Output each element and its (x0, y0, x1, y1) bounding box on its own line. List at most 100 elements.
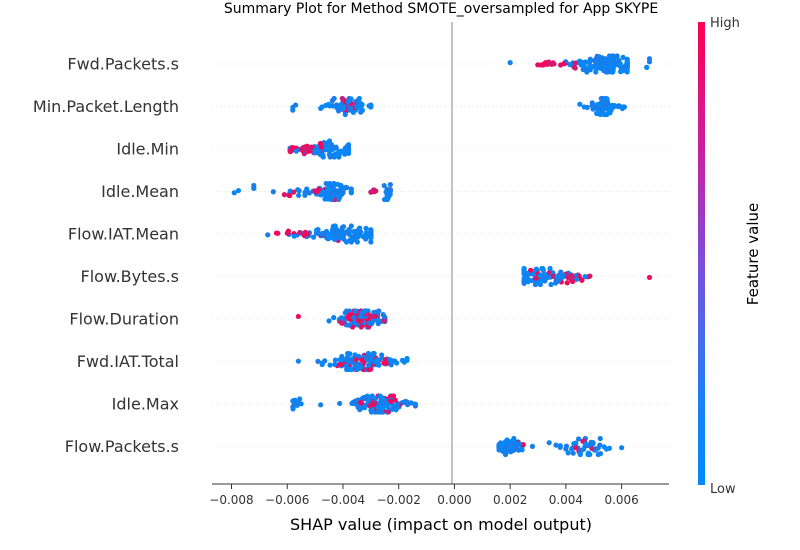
shap-point (604, 69, 611, 75)
shap-point (270, 189, 276, 195)
feature-label-min-packet-length: Min.Packet.Length (33, 97, 179, 116)
shap-point (313, 227, 320, 233)
shap-point (320, 154, 326, 160)
shap-point (363, 225, 369, 232)
shap-point (571, 64, 577, 70)
shap-point (381, 182, 387, 189)
shap-point (350, 109, 356, 115)
shap-point (327, 362, 333, 368)
shap-point (329, 182, 335, 188)
points-flow-packets-s (496, 435, 625, 458)
points-flow-bytes-s (521, 265, 653, 288)
shap-point (381, 360, 387, 366)
shap-point (388, 358, 394, 364)
shap-point (564, 280, 570, 286)
shap-point (383, 189, 389, 195)
shap-point (546, 270, 552, 276)
colorbar-high-label: High (710, 16, 740, 31)
shap-point (380, 405, 386, 411)
shap-point (332, 361, 338, 367)
shap-point (358, 399, 364, 406)
shap-point (306, 145, 312, 152)
shap-point (293, 148, 299, 154)
shap-point (521, 275, 527, 282)
shap-point (348, 189, 354, 195)
shap-point (604, 60, 610, 66)
shap-point (295, 358, 301, 364)
shap-point (529, 443, 536, 449)
shap-point (354, 239, 360, 245)
shap-point (251, 185, 257, 191)
shap-point (369, 353, 376, 359)
shap-point (353, 357, 359, 363)
shap-point (292, 397, 298, 403)
shap-point (404, 357, 410, 363)
shap-point (412, 402, 419, 408)
shap-point (358, 318, 364, 324)
shap-point (356, 365, 363, 371)
shap-point (608, 107, 614, 113)
shap-point (295, 400, 301, 406)
shap-point (597, 450, 604, 457)
shap-point (577, 60, 583, 66)
shap-point (584, 104, 590, 110)
shap-point (388, 398, 394, 404)
shap-point (565, 450, 571, 456)
shap-point (543, 60, 549, 66)
shap-point (371, 189, 377, 195)
shap-point (379, 409, 385, 415)
shap-point (624, 64, 630, 70)
chart-title: Summary Plot for Method SMOTE_oversample… (224, 1, 658, 17)
shap-point (604, 96, 610, 102)
shap-point (358, 106, 364, 112)
shap-point (502, 451, 509, 458)
shap-point (351, 228, 357, 235)
points-fwd-iat-total (295, 350, 410, 373)
x-tick-label: −0.004 (321, 493, 365, 507)
shap-point (379, 352, 385, 358)
shap-point (336, 149, 343, 155)
shap-point (646, 59, 653, 65)
shap-point (341, 105, 347, 111)
shap-point (593, 69, 599, 75)
shap-point (275, 230, 281, 236)
shap-point (399, 357, 406, 363)
shap-point (577, 101, 583, 107)
x-tick-label: 0.004 (549, 493, 583, 507)
shap-point (329, 228, 335, 234)
feature-label-flow-packets-s: Flow.Packets.s (65, 437, 179, 456)
shap-point (291, 402, 297, 409)
shap-point (344, 143, 350, 149)
shap-point (291, 189, 297, 195)
shap-point (556, 277, 562, 283)
shap-point (548, 281, 554, 288)
shap-point (287, 193, 293, 199)
shap-point (381, 313, 387, 320)
shap-point (366, 362, 372, 368)
shap-point (344, 185, 350, 191)
shap-point (577, 451, 583, 458)
shap-point (331, 315, 337, 321)
shap-point (619, 445, 625, 451)
shap-point (543, 275, 549, 281)
shap-point (291, 233, 297, 239)
shap-point (326, 318, 332, 324)
shap-point (352, 308, 358, 314)
shap-point (302, 192, 308, 198)
shap-point (587, 273, 593, 279)
shap-point (231, 190, 237, 196)
points-layer (231, 53, 653, 458)
shap-point (235, 187, 242, 194)
shap-point (339, 95, 345, 102)
shap-point (315, 358, 321, 364)
shap-point (610, 58, 617, 64)
shap-point (339, 353, 345, 360)
shap-point (610, 69, 616, 75)
shap-point (589, 102, 595, 109)
shap-point (341, 236, 347, 242)
shap-point (519, 447, 525, 453)
shap-point (521, 279, 527, 285)
shap-point (594, 65, 600, 71)
shap-point (355, 234, 361, 240)
